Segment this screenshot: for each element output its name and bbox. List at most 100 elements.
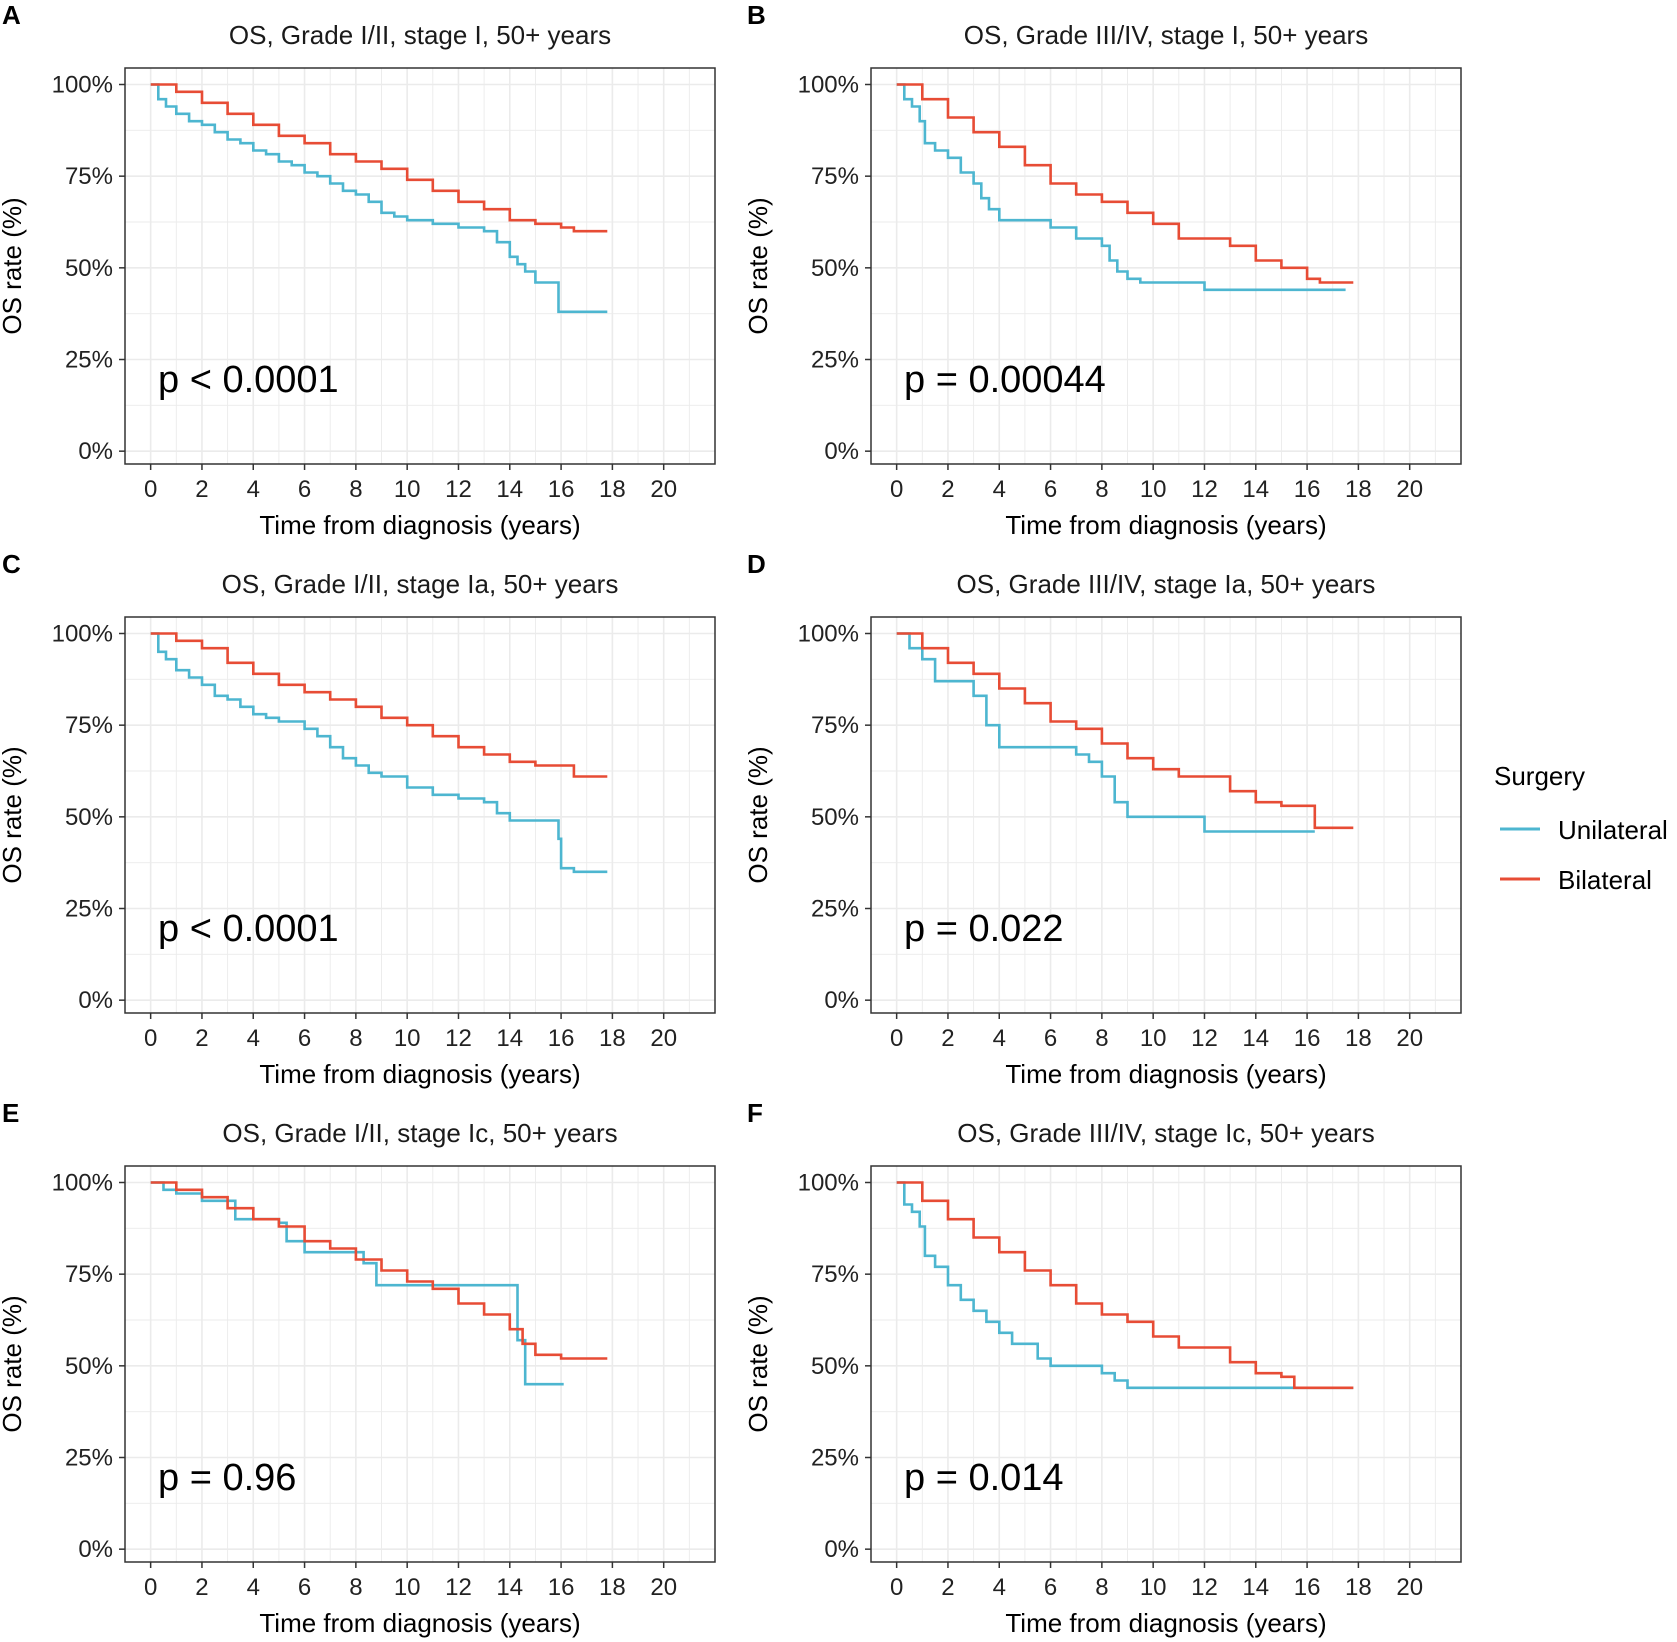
y-axis-ticks: 0% 25% 50% 75% 100%: [52, 1170, 125, 1563]
x-tick-label: 8: [349, 1025, 362, 1052]
y-axis-ticks: 0% 25% 50% 75% 100%: [798, 621, 871, 1014]
x-tick-label: 10: [394, 476, 421, 503]
y-tick-label: 75%: [811, 163, 859, 190]
plot-frame: [124, 616, 716, 1014]
p-value-annotation: p = 0.96: [158, 1457, 296, 1499]
x-axis-ticks: 0 2 4 6 8 10 12 14 16 18 20: [890, 1562, 1423, 1601]
legend-title: Surgery: [1494, 761, 1585, 791]
x-tick-label: 14: [1242, 1574, 1269, 1601]
x-axis-ticks: 0 2 4 6 8 10 12 14 16 18 20: [144, 464, 677, 503]
y-tick-label: 75%: [65, 163, 113, 190]
x-tick-label: 2: [195, 476, 208, 503]
y-axis-ticks: 0% 25% 50% 75% 100%: [798, 72, 871, 465]
panel-label: B: [747, 0, 766, 30]
x-tick-label: 10: [394, 1025, 421, 1052]
x-axis-ticks: 0 2 4 6 8 10 12 14 16 18 20: [144, 1013, 677, 1052]
y-tick-label: 50%: [811, 255, 859, 282]
p-value-annotation: p < 0.0001: [158, 359, 339, 401]
x-axis-title: Time from diagnosis (years): [259, 510, 580, 540]
panel-label: C: [2, 549, 21, 579]
x-tick-label: 4: [247, 1574, 260, 1601]
x-tick-label: 4: [993, 476, 1006, 503]
x-tick-label: 6: [1044, 1574, 1057, 1601]
survival-curves: [150, 632, 608, 874]
panel-e: E OS, Grade I/II, stage Ic, 50+ years 0 2…: [0, 1098, 716, 1638]
y-axis-ticks: 0% 25% 50% 75% 100%: [798, 1170, 871, 1563]
plot-title: OS, Grade I/II, stage Ic, 50+ years: [222, 1118, 617, 1148]
x-tick-label: 12: [445, 476, 472, 503]
y-tick-label: 50%: [65, 1353, 113, 1380]
panel-c: C OS, Grade I/II, stage Ia, 50+ years 0 2…: [0, 549, 716, 1089]
x-tick-label: 0: [144, 1025, 157, 1052]
gridlines: [871, 1166, 1461, 1562]
y-tick-label: 25%: [811, 1445, 859, 1472]
y-axis-title: OS rate (%): [0, 197, 27, 334]
panel-label: E: [2, 1098, 19, 1128]
x-tick-label: 12: [445, 1025, 472, 1052]
legend-label-bilateral: Bilateral: [1558, 865, 1652, 895]
x-tick-label: 18: [1345, 1025, 1372, 1052]
x-tick-label: 18: [599, 476, 626, 503]
x-tick-label: 6: [298, 476, 311, 503]
km-curve-unilateral: [150, 632, 608, 874]
km-curve-bilateral: [150, 83, 608, 233]
km-curve-bilateral: [896, 632, 1354, 830]
y-tick-label: 0%: [78, 438, 113, 465]
y-tick-label: 25%: [65, 896, 113, 923]
plot-title: OS, Grade I/II, stage I, 50+ years: [229, 20, 611, 50]
x-tick-label: 20: [650, 476, 677, 503]
x-tick-label: 14: [1242, 476, 1269, 503]
x-tick-label: 4: [993, 1574, 1006, 1601]
x-axis-ticks: 0 2 4 6 8 10 12 14 16 18 20: [144, 1562, 677, 1601]
y-tick-label: 0%: [824, 438, 859, 465]
x-axis-title: Time from diagnosis (years): [259, 1059, 580, 1089]
x-tick-label: 4: [247, 476, 260, 503]
x-tick-label: 6: [1044, 1025, 1057, 1052]
panel-label: F: [747, 1098, 763, 1128]
x-tick-label: 14: [496, 1025, 523, 1052]
y-tick-label: 0%: [824, 987, 859, 1014]
x-tick-label: 10: [1140, 1025, 1167, 1052]
y-tick-label: 75%: [811, 712, 859, 739]
y-axis-title: OS rate (%): [743, 746, 773, 883]
x-tick-label: 2: [195, 1574, 208, 1601]
x-tick-label: 10: [394, 1574, 421, 1601]
p-value-annotation: p = 0.014: [904, 1457, 1064, 1499]
y-tick-label: 100%: [798, 72, 859, 99]
plot-title: OS, Grade III/IV, stage Ia, 50+ years: [957, 569, 1376, 599]
plot-frame: [870, 1165, 1462, 1563]
x-tick-label: 4: [247, 1025, 260, 1052]
y-tick-label: 25%: [65, 1445, 113, 1472]
x-axis-title: Time from diagnosis (years): [1005, 1608, 1326, 1638]
km-curve-unilateral: [896, 1181, 1354, 1390]
y-axis-title: OS rate (%): [0, 1295, 27, 1432]
x-tick-label: 8: [1095, 1574, 1108, 1601]
y-tick-label: 100%: [52, 1170, 113, 1197]
y-axis-title: OS rate (%): [0, 746, 27, 883]
x-tick-label: 16: [548, 1574, 575, 1601]
x-tick-label: 20: [650, 1574, 677, 1601]
x-tick-label: 18: [1345, 1574, 1372, 1601]
x-tick-label: 12: [1191, 1025, 1218, 1052]
x-axis-ticks: 0 2 4 6 8 10 12 14 16 18 20: [890, 464, 1423, 503]
x-tick-label: 16: [1294, 476, 1321, 503]
y-tick-label: 25%: [811, 347, 859, 374]
x-tick-label: 6: [298, 1025, 311, 1052]
x-tick-label: 0: [890, 1574, 903, 1601]
y-tick-label: 25%: [811, 896, 859, 923]
survival-curves: [896, 83, 1354, 292]
y-tick-label: 50%: [811, 1353, 859, 1380]
x-tick-label: 8: [349, 476, 362, 503]
x-tick-label: 0: [144, 476, 157, 503]
x-tick-label: 0: [890, 476, 903, 503]
x-tick-label: 4: [993, 1025, 1006, 1052]
x-tick-label: 20: [1396, 1574, 1423, 1601]
x-tick-label: 14: [496, 1574, 523, 1601]
x-tick-label: 10: [1140, 476, 1167, 503]
panel-label: D: [747, 549, 766, 579]
plot-frame: [870, 67, 1462, 465]
legend: Surgery Unilateral Bilateral: [1494, 761, 1668, 895]
km-curve-unilateral: [896, 83, 1346, 292]
x-tick-label: 10: [1140, 1574, 1167, 1601]
